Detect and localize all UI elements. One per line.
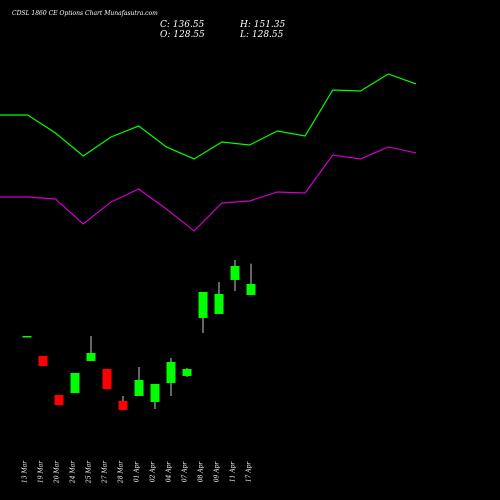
x-tick-label: 07 Apr	[182, 461, 189, 483]
open-label: O: 128.55	[160, 30, 205, 40]
x-tick-label: 09 Apr	[214, 461, 221, 483]
high-label: H: 151.35	[239, 20, 286, 30]
candle-body	[166, 361, 176, 383]
candle-body	[134, 379, 144, 396]
candle-body	[86, 352, 96, 361]
x-tick-label: 28 Mar	[118, 460, 125, 484]
x-tick-label: 20 Mar	[54, 460, 61, 484]
line	[0, 73, 417, 160]
chart-title: CDSL 1860 CE Options Chart Munafasutra.c…	[12, 10, 158, 17]
x-tick-label: 11 Apr	[230, 461, 237, 483]
candle-body	[38, 355, 48, 366]
candle-body	[150, 383, 160, 402]
line	[0, 146, 417, 232]
candle-body	[118, 400, 128, 410]
low-label: L: 128.55	[239, 30, 284, 40]
x-tick-label: 04 Apr	[166, 461, 173, 483]
candle-body	[22, 335, 32, 338]
candle-body	[214, 293, 224, 314]
x-tick-label: 17 Apr	[246, 461, 253, 483]
x-tick-label: 13 Mar	[22, 460, 29, 483]
x-tick-label: 25 Mar	[86, 460, 93, 484]
candle-body	[54, 394, 64, 405]
x-tick-label: 02 Apr	[150, 461, 157, 483]
candle-body	[246, 283, 256, 295]
close-label: C: 136.55	[160, 20, 205, 30]
candle-body	[102, 368, 112, 389]
candle-body	[198, 291, 208, 318]
x-tick-label: 19 Mar	[38, 460, 45, 483]
x-tick-label: 24 Mar	[70, 460, 77, 484]
candle-body	[70, 372, 80, 393]
candle-body	[230, 265, 240, 280]
x-tick-label: 27 Mar	[102, 460, 109, 484]
candle-body	[182, 368, 192, 376]
x-tick-label: 01 Apr	[134, 461, 141, 483]
x-tick-label: 08 Apr	[198, 461, 205, 483]
